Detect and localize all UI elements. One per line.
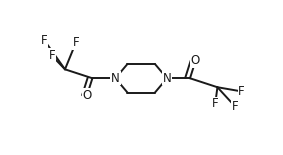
Text: F: F	[48, 49, 55, 62]
Text: F: F	[41, 34, 48, 47]
Text: O: O	[82, 89, 91, 102]
Text: F: F	[238, 85, 245, 98]
Text: N: N	[163, 72, 171, 85]
Text: O: O	[191, 54, 200, 67]
Text: F: F	[212, 97, 218, 110]
Text: N: N	[111, 72, 120, 85]
Text: F: F	[232, 100, 238, 113]
Text: F: F	[73, 36, 79, 49]
